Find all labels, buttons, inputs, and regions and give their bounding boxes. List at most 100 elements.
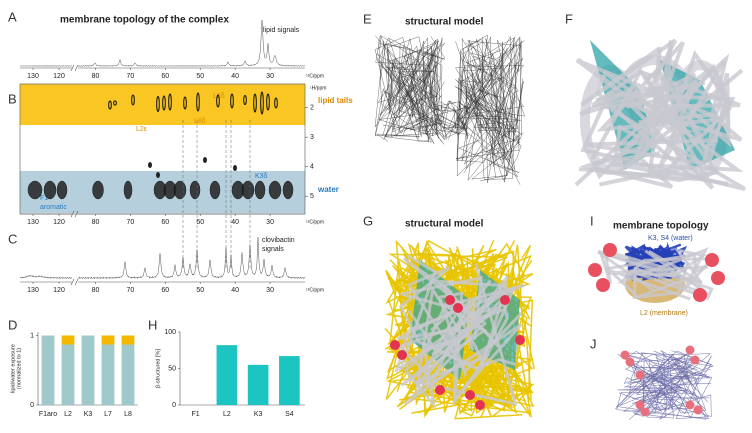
- contour: [282, 180, 294, 200]
- structure-strand: [632, 350, 693, 418]
- panel-title: structural model: [405, 17, 484, 28]
- annotation: L2 (membrane): [640, 310, 688, 317]
- structure-strand: [383, 40, 441, 125]
- contour: [92, 180, 104, 200]
- annotation: clovibactin: [262, 237, 295, 244]
- structure-strand: [435, 106, 466, 135]
- x-tick-label: 40: [231, 219, 239, 226]
- panel-label: H: [148, 317, 157, 332]
- structure-strand: [377, 37, 436, 127]
- band-label: lipid tails: [318, 96, 353, 105]
- bar: [247, 364, 269, 405]
- contour: [168, 93, 172, 111]
- structure-strand: [389, 43, 443, 133]
- x-axis-label: ¹³C/ppm: [306, 73, 324, 79]
- structure-strand: [377, 36, 445, 130]
- atom: [711, 271, 725, 285]
- structure-strand: [445, 262, 528, 410]
- panel-label: B: [8, 91, 17, 106]
- structure-strand: [374, 37, 439, 138]
- x-tick-label: 30: [266, 287, 274, 294]
- structure-strand: [465, 64, 518, 182]
- y-tick-label: 0: [30, 402, 34, 409]
- bar-segment: [121, 344, 135, 405]
- y-tick-label: 1: [30, 332, 34, 339]
- x-tick-label: 130: [27, 287, 39, 294]
- structure-strand: [626, 350, 707, 384]
- x-tick-label: S4: [285, 411, 294, 418]
- bar-segment: [101, 335, 115, 345]
- x-tick-label: 50: [196, 73, 204, 80]
- x-axis-label: ¹³C/ppm: [306, 219, 324, 225]
- panel-label: C: [8, 231, 17, 246]
- x-tick-label: L2: [223, 411, 231, 418]
- x-tick-label: F1aro: [39, 411, 57, 418]
- spectrum-trace: [19, 237, 306, 280]
- contour: [254, 180, 266, 200]
- structure-strand: [388, 253, 508, 345]
- annotation: lipid signals: [263, 27, 300, 34]
- structure-strand: [455, 37, 525, 136]
- structure-strand: [622, 351, 699, 412]
- panel-label: D: [8, 317, 17, 332]
- x-tick-label: 70: [126, 73, 134, 80]
- atom: [465, 390, 475, 400]
- contour: [113, 100, 117, 106]
- contour: [43, 180, 57, 200]
- contour: [131, 94, 135, 106]
- structure-strand: [460, 37, 521, 135]
- x-tick-label: L8: [124, 411, 132, 418]
- peak-label: K3δ: [255, 173, 268, 180]
- x-tick-label: 70: [126, 219, 134, 226]
- panel-label: J: [590, 336, 597, 351]
- contour: [156, 96, 160, 112]
- structure-strand: [374, 60, 437, 142]
- structure-strand: [459, 41, 520, 161]
- structure-strand: [401, 252, 527, 402]
- structure-strand: [470, 62, 521, 182]
- y-tick-label: 0: [172, 402, 176, 409]
- x-tick-label: K3: [254, 411, 263, 418]
- contour: [156, 172, 160, 178]
- structure-strand: [462, 40, 522, 165]
- x-tick-label: 50: [196, 287, 204, 294]
- atom: [445, 295, 455, 305]
- structure-strand: [437, 254, 525, 414]
- bar-segment: [41, 335, 55, 405]
- contour: [216, 94, 220, 108]
- structure-strand: [455, 41, 522, 181]
- contour: [268, 180, 282, 200]
- atom: [515, 335, 525, 345]
- structure-strand: [456, 39, 519, 147]
- structure-strand: [580, 91, 747, 191]
- structure-strand: [578, 69, 744, 186]
- structure-strand: [374, 39, 437, 135]
- x-tick-label: 80: [92, 219, 100, 226]
- bar: [216, 345, 238, 405]
- structure-strand: [383, 38, 445, 141]
- structure-strand: [406, 244, 495, 407]
- y-tick-label: 5: [310, 193, 314, 200]
- x-tick-label: 30: [266, 73, 274, 80]
- structure-strand: [465, 86, 521, 185]
- contour: [196, 92, 200, 112]
- axis-break: [70, 210, 79, 218]
- atom: [603, 243, 617, 257]
- atom: [435, 385, 445, 395]
- y-axis-label: (normalized to 1): [16, 348, 22, 389]
- y-tick-label: 3: [310, 134, 314, 141]
- y-axis-label: ¹H/ppm: [310, 85, 326, 91]
- bar-segment: [81, 335, 95, 405]
- x-axis-label: ¹³C/ppm: [306, 287, 324, 293]
- panel-label: A: [8, 9, 17, 24]
- x-tick-label: 130: [27, 219, 39, 226]
- structure-strand: [643, 357, 700, 415]
- contour: [123, 180, 133, 200]
- y-axis-label: lipid/water exposure: [10, 344, 16, 393]
- x-tick-label: 130: [27, 73, 39, 80]
- x-tick-label: K3: [84, 411, 93, 418]
- x-tick-label: 60: [161, 287, 169, 294]
- structure-strand: [617, 354, 714, 406]
- peak-label: L2ε: [136, 126, 147, 133]
- structure-strand: [457, 48, 517, 163]
